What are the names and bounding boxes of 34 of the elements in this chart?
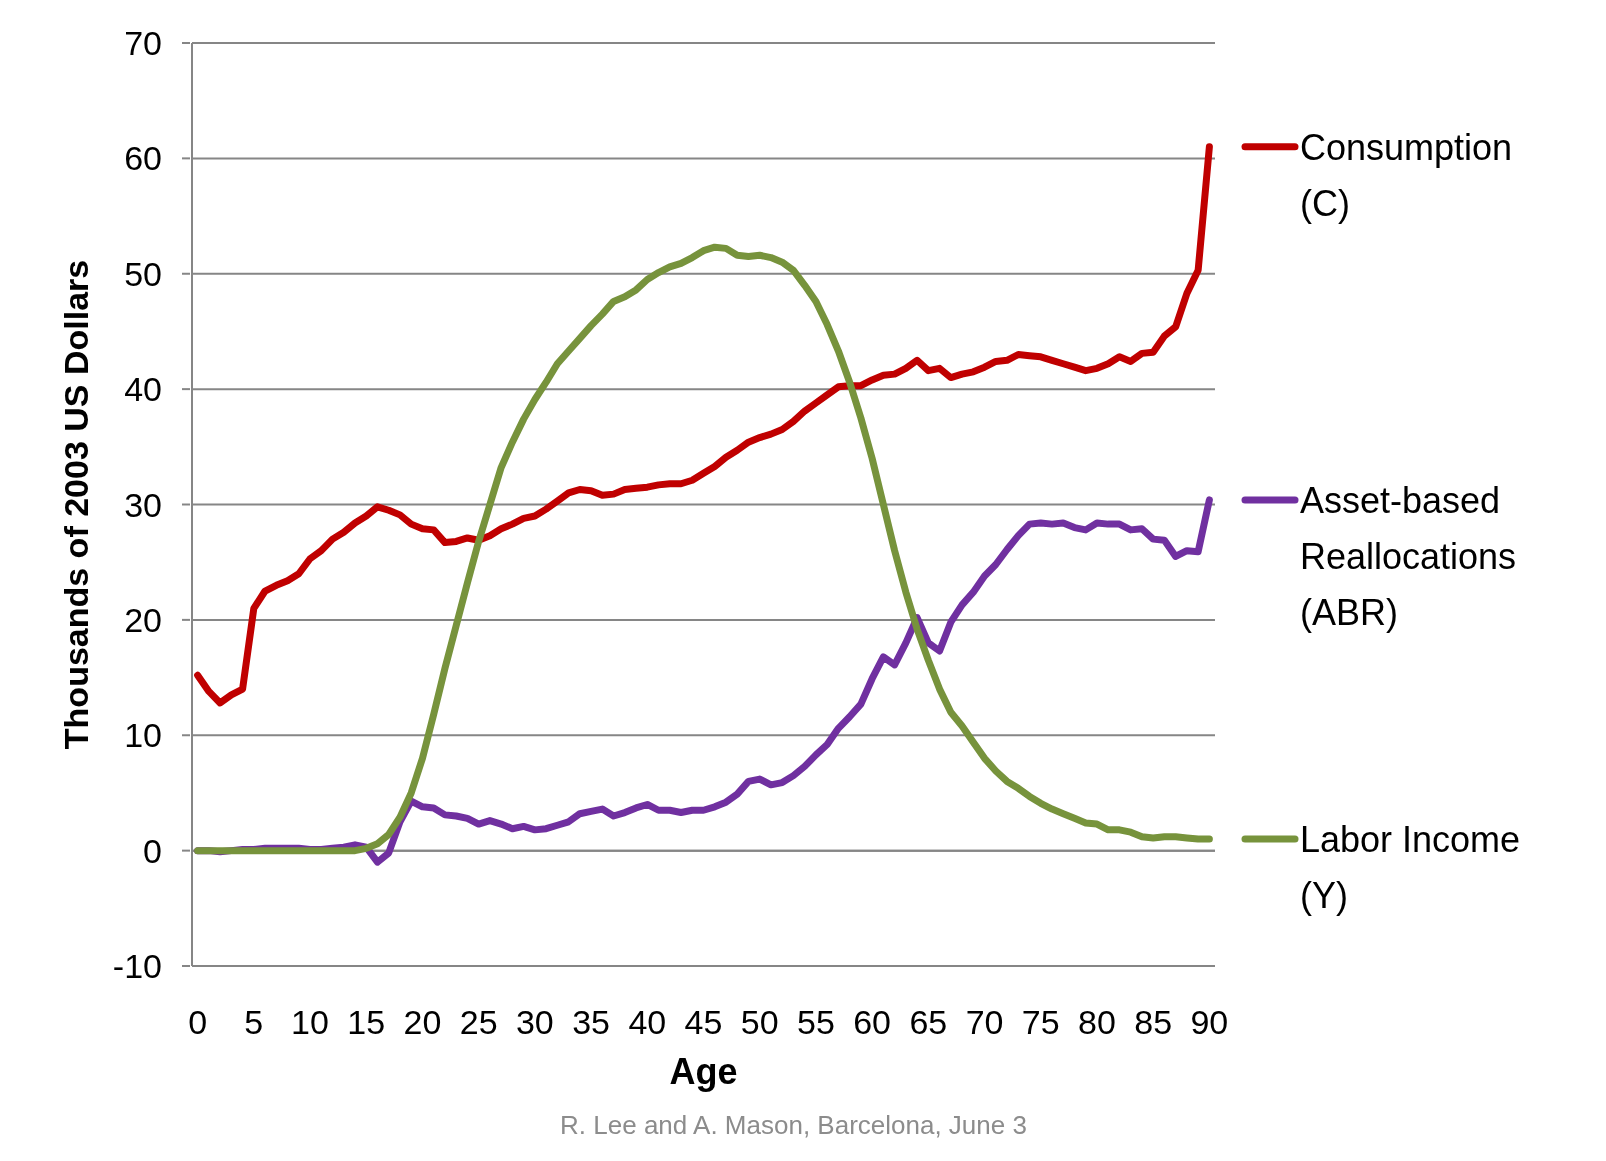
x-tick-label: 0 [188, 1003, 208, 1041]
x-tick-label: 85 [1134, 1003, 1173, 1041]
x-tick-label: 35 [572, 1003, 610, 1041]
y-tick-label: 40 [124, 370, 162, 409]
y-tick-label: 70 [124, 24, 162, 62]
text: R. Lee and A. Mason, Barcelona, June 3 [560, 1110, 1027, 1140]
x-tick-label: 20 [403, 1003, 442, 1041]
x-tick-label: 70 [965, 1003, 1004, 1041]
y-tick-label: 10 [124, 716, 162, 755]
x-tick-label: 60 [853, 1003, 892, 1041]
legend-label: Consumption (C) [1300, 126, 1513, 224]
x-tick-label: 25 [459, 1003, 498, 1041]
y-axis-title: Thousands of 2003 US Dollars [57, 259, 95, 750]
x-tick-label: 50 [740, 1003, 779, 1041]
x-tick-label: 55 [797, 1003, 835, 1041]
x-tick-label: 30 [515, 1003, 554, 1041]
y-tick-label: 50 [124, 254, 162, 293]
legend-label: Labor Income (Y) [1300, 818, 1521, 916]
x-tick-label: 15 [347, 1003, 386, 1041]
x-tick-label: 80 [1078, 1003, 1116, 1041]
x-tick-label: 90 [1190, 1003, 1229, 1041]
x-tick-label: 40 [628, 1003, 667, 1041]
x-tick-label: 45 [684, 1003, 723, 1041]
x-tick-label: 10 [291, 1003, 329, 1041]
y-tick-label: 20 [124, 600, 162, 639]
x-tick-label: 65 [909, 1003, 948, 1041]
y-tick-label: 30 [124, 485, 162, 524]
y-tick-label: 60 [124, 139, 162, 178]
legend-label: Asset-based Reallocations (ABR) [1300, 479, 1517, 633]
x-tick-label: 75 [1021, 1003, 1060, 1041]
x-tick-label: 5 [244, 1003, 264, 1041]
y-tick-label: 0 [143, 831, 162, 870]
y-tick-label: -10 [112, 947, 162, 985]
x-axis-title: Age [669, 1051, 738, 1092]
